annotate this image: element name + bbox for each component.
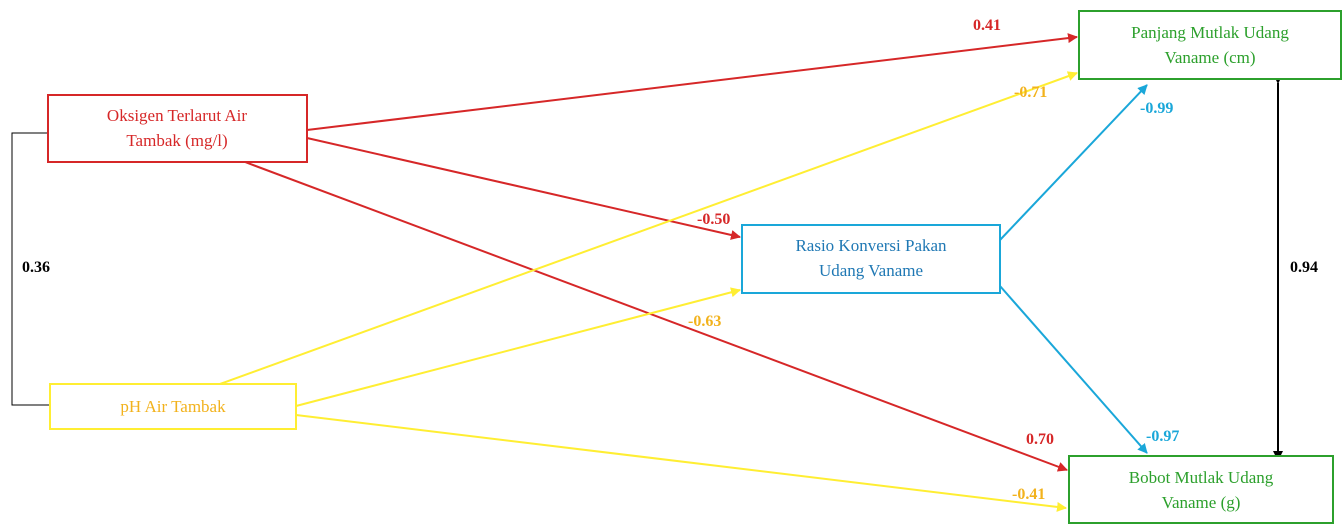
arrow-ph-to-panjang <box>219 71 1078 385</box>
coef-oksigen-panjang: 0.41 <box>973 17 1001 34</box>
rasio-label-line2: Udang Vaname <box>819 261 923 280</box>
oksigen-label-line1: Oksigen Terlarut Air <box>107 106 247 125</box>
arrow-oksigen-to-bobot <box>244 161 1068 472</box>
arrow-rasio-to-panjang <box>999 84 1148 241</box>
rasio-box <box>741 224 1001 294</box>
panjang-label-line1: Panjang Mutlak Udang <box>1131 23 1289 42</box>
coef-oksigen-ph: 0.36 <box>22 259 50 276</box>
arrow-ph-to-rasio <box>295 287 741 407</box>
rasio-label-line1: Rasio Konversi Pakan <box>795 236 947 255</box>
coef-oksigen-bobot: 0.70 <box>1026 431 1054 448</box>
bobot-label-line2: Vaname (g) <box>1162 493 1241 512</box>
ph-label: pH Air Tambak <box>120 397 226 416</box>
panjang-label-line2: Vaname (cm) <box>1164 48 1255 67</box>
coef-rasio-bobot: -0.97 <box>1146 428 1179 445</box>
coef-panjang-bobot: 0.94 <box>1290 259 1318 276</box>
coef-rasio-panjang: -0.99 <box>1140 100 1173 117</box>
arrow-rasio-to-bobot <box>999 285 1148 454</box>
arrow-oksigen-to-panjang <box>306 33 1078 131</box>
bobot-label-line1: Bobot Mutlak Udang <box>1129 468 1274 487</box>
coef-oksigen-rasio: -0.50 <box>697 211 730 228</box>
coef-ph-rasio: -0.63 <box>688 313 721 330</box>
coef-ph-panjang: -0.71 <box>1014 84 1047 101</box>
panjang-box <box>1078 10 1342 80</box>
coef-ph-bobot: -0.41 <box>1012 486 1045 503</box>
bobot-box <box>1068 455 1334 524</box>
arrow-ph-to-bobot <box>295 414 1067 512</box>
oksigen-box <box>47 94 308 163</box>
oksigen-ph-correlation-line <box>11 132 50 406</box>
arrow-oksigen-to-rasio <box>306 137 741 240</box>
ph-box <box>49 383 297 430</box>
oksigen-label-line2: Tambak (mg/l) <box>126 131 227 150</box>
